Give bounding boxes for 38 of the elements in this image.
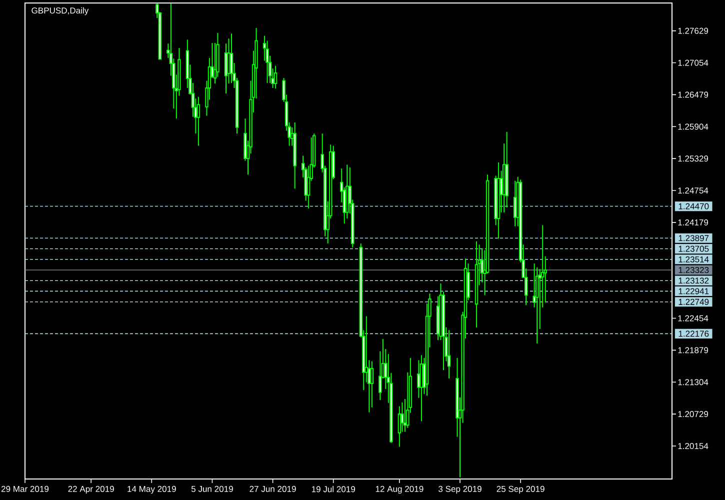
y-tick-label: 1.21304 [678, 379, 708, 386]
ref-line-label: 1.22176 [678, 330, 709, 337]
y-tick-label: 1.25904 [678, 124, 708, 130]
y-tick-label: 1.24754 [678, 187, 708, 194]
y-tick-label: 1.20154 [678, 442, 708, 450]
x-tick-label: 12 Aug 2019 [376, 486, 424, 494]
ref-line-label: 1.23897 [678, 235, 709, 242]
y-tick-label: 1.27054 [678, 60, 708, 66]
x-tick-label: 22 Apr 2019 [68, 486, 114, 494]
candlestick [274, 65, 278, 90]
y-tick-label: 1.24179 [678, 219, 708, 226]
y-tick-label: 1.22454 [678, 315, 708, 322]
x-tick-label: 5 Jun 2019 [191, 486, 233, 492]
chart-title: GBPUSD,Daily [32, 7, 89, 16]
ref-line-label: 1.23514 [678, 256, 709, 262]
y-tick-label: 1.25329 [678, 156, 708, 162]
ref-line-label: 1.22941 [678, 288, 709, 294]
x-tick-label: 27 Jun 2019 [250, 486, 296, 492]
ref-line-label: 1.23323 [678, 266, 709, 274]
x-tick-label: 14 May 2019 [128, 486, 176, 494]
x-tick-label: 3 Sep 2019 [438, 486, 482, 494]
candlestick [266, 40, 269, 84]
ref-line-label: 1.23705 [678, 246, 709, 252]
candlestick [536, 266, 539, 344]
candlestick [370, 360, 374, 408]
ref-line-label: 1.22749 [678, 298, 709, 305]
x-tick-label: 29 Mar 2019 [1, 486, 49, 492]
candlestick [447, 330, 451, 379]
ref-line-label: 1.24470 [678, 203, 709, 210]
x-tick-label: 19 Jul 2019 [312, 486, 356, 492]
candlestick [417, 360, 420, 398]
candlestick [196, 96, 200, 146]
ref-line-label: 1.23132 [678, 278, 709, 284]
y-tick-label: 1.26479 [678, 92, 708, 98]
y-tick-label: 1.27629 [678, 28, 708, 34]
x-tick-label: 25 Sep 2019 [496, 486, 544, 494]
y-tick-label: 1.21879 [678, 347, 708, 354]
y-tick-label: 1.20729 [678, 411, 708, 418]
